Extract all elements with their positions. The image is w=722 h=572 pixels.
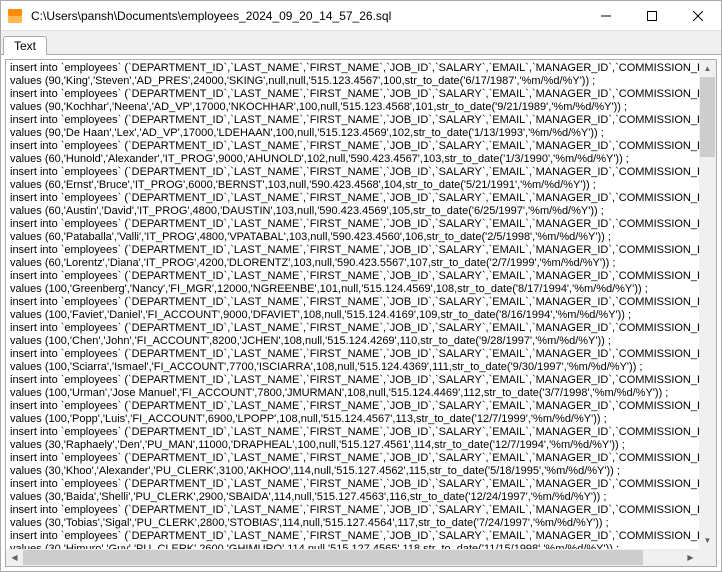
sql-line: insert into `employees` (`DEPARTMENT_ID`… — [10, 348, 695, 361]
minimize-button[interactable] — [583, 1, 629, 30]
titlebar[interactable]: C:\Users\pansh\Documents\employees_2024_… — [1, 1, 721, 31]
sql-line: values (90,'Kochhar','Neena','AD_VP',170… — [10, 101, 695, 114]
text-container: insert into `employees` (`DEPARTMENT_ID`… — [5, 59, 717, 567]
sql-line: insert into `employees` (`DEPARTMENT_ID`… — [10, 478, 695, 491]
sql-line: insert into `employees` (`DEPARTMENT_ID`… — [10, 88, 695, 101]
sql-line: values (100,'Chen','John','FI_ACCOUNT',8… — [10, 335, 695, 348]
sql-line: insert into `employees` (`DEPARTMENT_ID`… — [10, 530, 695, 543]
sql-line: values (30,'Khoo','Alexander','PU_CLERK'… — [10, 465, 695, 478]
horizontal-scrollbar[interactable]: ◀ ▶ — [6, 549, 699, 566]
sql-line: values (100,'Urman','Jose Manuel','FI_AC… — [10, 387, 695, 400]
sql-line: insert into `employees` (`DEPARTMENT_ID`… — [10, 296, 695, 309]
vertical-scrollbar-thumb[interactable] — [700, 77, 715, 157]
scrollbar-corner — [699, 549, 716, 566]
sql-line: values (30,'Tobias','Sigal','PU_CLERK',2… — [10, 517, 695, 530]
sql-line: values (60,'Austin','David','IT_PROG',48… — [10, 205, 695, 218]
sql-line: values (30,'Baida','Shelli','PU_CLERK',2… — [10, 491, 695, 504]
sql-line: insert into `employees` (`DEPARTMENT_ID`… — [10, 452, 695, 465]
window: C:\Users\pansh\Documents\employees_2024_… — [0, 0, 722, 572]
sql-line: insert into `employees` (`DEPARTMENT_ID`… — [10, 504, 695, 517]
sql-line: values (100,'Greenberg','Nancy','FI_MGR'… — [10, 283, 695, 296]
scroll-up-icon[interactable]: ▲ — [699, 60, 716, 77]
tab-area: Text — [1, 31, 721, 55]
scroll-left-icon[interactable]: ◀ — [6, 549, 23, 566]
sql-line: insert into `employees` (`DEPARTMENT_ID`… — [10, 62, 695, 75]
sql-line: values (60,'Hunold','Alexander','IT_PROG… — [10, 153, 695, 166]
sql-line: values (100,'Popp','Luis','FI_ACCOUNT',6… — [10, 413, 695, 426]
content-area: insert into `employees` (`DEPARTMENT_ID`… — [1, 55, 721, 571]
sql-line: values (90,'King','Steven','AD_PRES',240… — [10, 75, 695, 88]
sql-text[interactable]: insert into `employees` (`DEPARTMENT_ID`… — [6, 60, 699, 549]
sql-line: insert into `employees` (`DEPARTMENT_ID`… — [10, 192, 695, 205]
sql-line: insert into `employees` (`DEPARTMENT_ID`… — [10, 322, 695, 335]
sql-line: values (60,'Lorentz','Diana','IT_PROG',4… — [10, 257, 695, 270]
sql-line: values (100,'Sciarra','Ismael','FI_ACCOU… — [10, 361, 695, 374]
sql-line: insert into `employees` (`DEPARTMENT_ID`… — [10, 166, 695, 179]
sql-line: values (30,'Raphaely','Den','PU_MAN',110… — [10, 439, 695, 452]
sql-line: insert into `employees` (`DEPARTMENT_ID`… — [10, 426, 695, 439]
scroll-down-icon[interactable]: ▼ — [699, 532, 716, 549]
sql-line: values (60,'Ernst','Bruce','IT_PROG',600… — [10, 179, 695, 192]
app-icon — [7, 8, 23, 24]
sql-line: insert into `employees` (`DEPARTMENT_ID`… — [10, 374, 695, 387]
sql-line: insert into `employees` (`DEPARTMENT_ID`… — [10, 270, 695, 283]
sql-line: values (100,'Faviet','Daniel','FI_ACCOUN… — [10, 309, 695, 322]
tab-text[interactable]: Text — [3, 36, 47, 55]
maximize-button[interactable] — [629, 1, 675, 30]
sql-line: values (90,'De Haan','Lex','AD_VP',17000… — [10, 127, 695, 140]
close-button[interactable] — [675, 1, 721, 30]
horizontal-scrollbar-thumb[interactable] — [23, 550, 643, 565]
sql-line: insert into `employees` (`DEPARTMENT_ID`… — [10, 244, 695, 257]
sql-line: insert into `employees` (`DEPARTMENT_ID`… — [10, 218, 695, 231]
titlebar-controls — [583, 1, 721, 30]
vertical-scrollbar[interactable]: ▲ ▼ — [699, 60, 716, 549]
sql-line: values (60,'Pataballa','Valli','IT_PROG'… — [10, 231, 695, 244]
sql-line: insert into `employees` (`DEPARTMENT_ID`… — [10, 140, 695, 153]
sql-line: insert into `employees` (`DEPARTMENT_ID`… — [10, 400, 695, 413]
scroll-right-icon[interactable]: ▶ — [682, 549, 699, 566]
sql-line: insert into `employees` (`DEPARTMENT_ID`… — [10, 114, 695, 127]
titlebar-title: C:\Users\pansh\Documents\employees_2024_… — [29, 9, 583, 23]
